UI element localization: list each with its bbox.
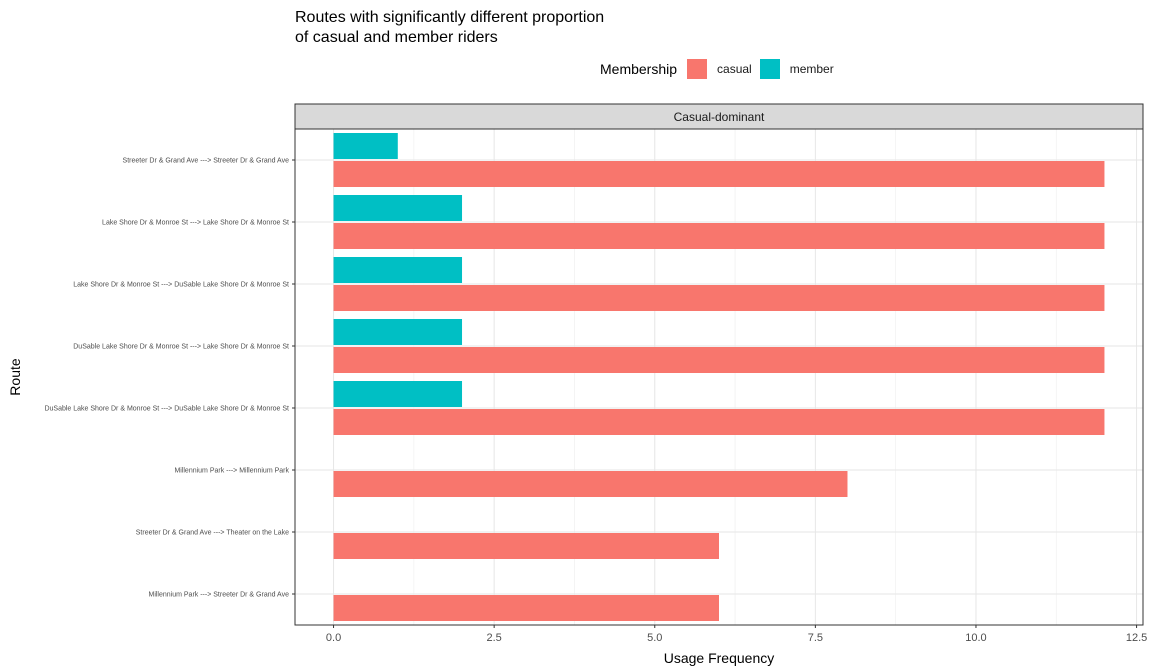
- bar-casual: [333, 533, 719, 559]
- legend-item-member: member: [759, 59, 834, 79]
- y-axis-title: Route: [7, 358, 23, 396]
- x-tick-label: 10.0: [965, 632, 986, 644]
- bar-member: [333, 257, 463, 283]
- legend-title: Membership: [600, 61, 678, 77]
- bar-member: [333, 319, 463, 345]
- y-tick-label: Lake Shore Dr & Monroe St ---> DuSable L…: [73, 282, 289, 289]
- y-tick-label: Streeter Dr & Grand Ave ---> Theater on …: [136, 530, 289, 537]
- x-tick-label: 7.5: [808, 632, 823, 644]
- legend: Membership casual member: [600, 59, 842, 79]
- x-tick-label: 2.5: [487, 632, 502, 644]
- bar-member: [333, 133, 398, 159]
- x-tick-label: 0.0: [326, 632, 341, 644]
- y-tick-label: Lake Shore Dr & Monroe St ---> Lake Shor…: [102, 220, 289, 227]
- legend-label-casual: casual: [717, 62, 752, 76]
- bar-casual: [333, 285, 1105, 311]
- x-axis-title: Usage Frequency: [664, 650, 775, 666]
- y-tick-label: DuSable Lake Shore Dr & Monroe St ---> D…: [44, 406, 289, 413]
- bar-casual: [333, 409, 1105, 435]
- y-tick-label: Millennium Park ---> Millennium Park: [174, 468, 289, 475]
- facet-strip: [294, 103, 1144, 130]
- y-tick-label: Streeter Dr & Grand Ave ---> Streeter Dr…: [123, 158, 290, 165]
- facet-strip-label: Casual-dominant: [674, 110, 765, 124]
- y-tick-label: DuSable Lake Shore Dr & Monroe St ---> L…: [73, 344, 289, 351]
- legend-item-casual: casual: [687, 59, 752, 79]
- legend-label-member: member: [789, 62, 834, 76]
- x-tick-label: 5.0: [647, 632, 662, 644]
- legend-swatch-casual: [687, 59, 708, 79]
- chart-title: Routes with significantly different prop…: [295, 9, 605, 46]
- bar-casual: [333, 595, 719, 621]
- bar-casual: [333, 347, 1105, 373]
- bar-casual: [333, 161, 1105, 187]
- bar-member: [333, 195, 463, 221]
- bar-member: [333, 381, 463, 407]
- bar-casual: [333, 471, 848, 497]
- x-tick-label: 12.5: [1126, 632, 1147, 644]
- y-tick-label: Millennium Park ---> Streeter Dr & Grand…: [148, 592, 289, 599]
- bar-casual: [333, 223, 1105, 249]
- legend-swatch-member: [759, 59, 780, 79]
